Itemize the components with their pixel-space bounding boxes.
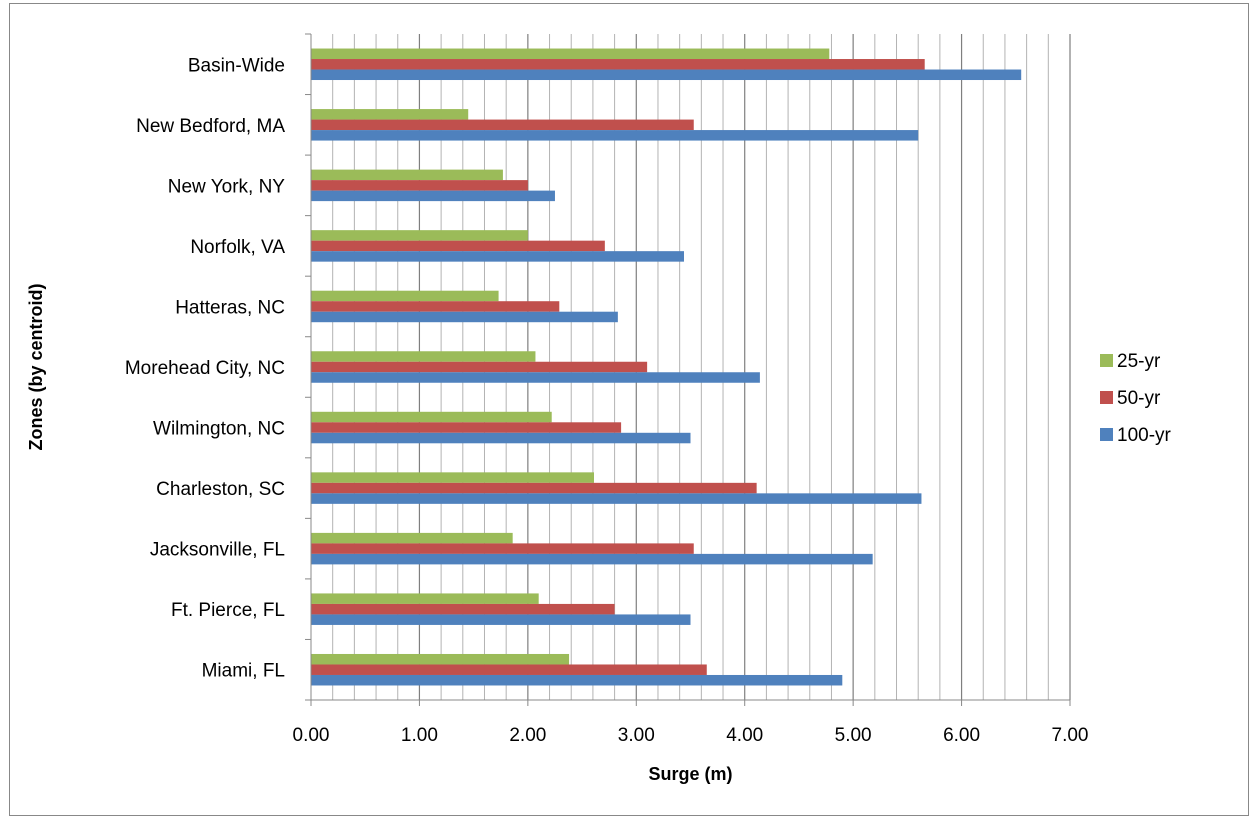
legend-swatch (1100, 391, 1113, 404)
bar-25-yr (311, 290, 499, 302)
bar-50-yr (311, 664, 707, 675)
x-tick-label: 3.00 (618, 725, 655, 746)
x-tick-label: 1.00 (401, 725, 438, 746)
category-labels: Basin-Wide New Bedford, MA New York, NY Nor… (125, 33, 311, 701)
x-tick-label: 6.00 (943, 725, 980, 746)
category-label: Basin-Wide (188, 55, 285, 76)
bar-25-yr (311, 472, 594, 483)
bar-100-yr (311, 614, 691, 625)
y-axis-title: Zones (by centroid) (26, 283, 46, 450)
bar-25-yr (311, 169, 503, 181)
bar-50-yr (311, 361, 648, 373)
bar-25-yr (311, 109, 469, 120)
x-axis-title: Surge (m) (648, 764, 732, 784)
bar-50-yr (311, 543, 694, 554)
bar-25-yr (311, 653, 570, 665)
category-label: Norfolk, VA (190, 237, 285, 258)
bars (311, 48, 1022, 686)
legend-label: 50-yr (1117, 388, 1161, 409)
bar-50-yr (311, 59, 925, 70)
category-label: New Bedford, MA (136, 116, 285, 137)
bar-100-yr (311, 190, 555, 202)
bar-25-yr (311, 593, 539, 604)
category-label: Miami, FL (202, 661, 285, 682)
category-label: Charleston, SC (156, 479, 285, 500)
bar-25-yr (311, 230, 528, 241)
legend-label: 25-yr (1117, 351, 1161, 372)
bar-100-yr (311, 69, 1022, 81)
bar-100-yr (311, 674, 843, 686)
category-label: Ft. Pierce, FL (171, 600, 285, 621)
bar-50-yr (311, 301, 560, 312)
bar-50-yr (311, 482, 757, 494)
bar-100-yr (311, 311, 618, 323)
category-label: Morehead City, NC (125, 358, 285, 379)
bar-25-yr (311, 532, 513, 544)
legend-swatch (1100, 354, 1113, 367)
bar-50-yr (311, 603, 615, 615)
x-tick-label: 7.00 (1052, 725, 1089, 746)
bar-25-yr (311, 411, 552, 423)
bar-100-yr (311, 372, 760, 383)
x-tick-label: 4.00 (726, 725, 763, 746)
bar-25-yr (311, 351, 536, 362)
bar-100-yr (311, 493, 922, 504)
bar-50-yr (311, 240, 605, 252)
x-tick-labels: 0.00 1.00 2.00 3.00 4.00 5.00 6.00 7.00 (293, 700, 1089, 746)
legend: 25-yr 50-yr 100-yr (1100, 351, 1172, 446)
bar-100-yr (311, 432, 691, 444)
bar-100-yr (311, 130, 919, 141)
category-label: Hatteras, NC (175, 297, 285, 318)
x-tick-label: 2.00 (509, 725, 546, 746)
bar-100-yr (311, 553, 873, 565)
x-tick-label: 5.00 (835, 725, 872, 746)
bar-50-yr (311, 119, 694, 131)
category-label: New York, NY (168, 176, 286, 197)
bar-50-yr (311, 422, 622, 433)
x-tick-label: 0.00 (293, 725, 330, 746)
bar-100-yr (311, 251, 684, 262)
bar-25-yr (311, 48, 830, 60)
axes (310, 34, 1070, 701)
category-label: Wilmington, NC (153, 419, 285, 440)
bar-50-yr (311, 180, 528, 191)
legend-swatch (1100, 428, 1113, 441)
category-label: Jacksonville, FL (150, 540, 285, 561)
legend-label: 100-yr (1117, 425, 1172, 446)
